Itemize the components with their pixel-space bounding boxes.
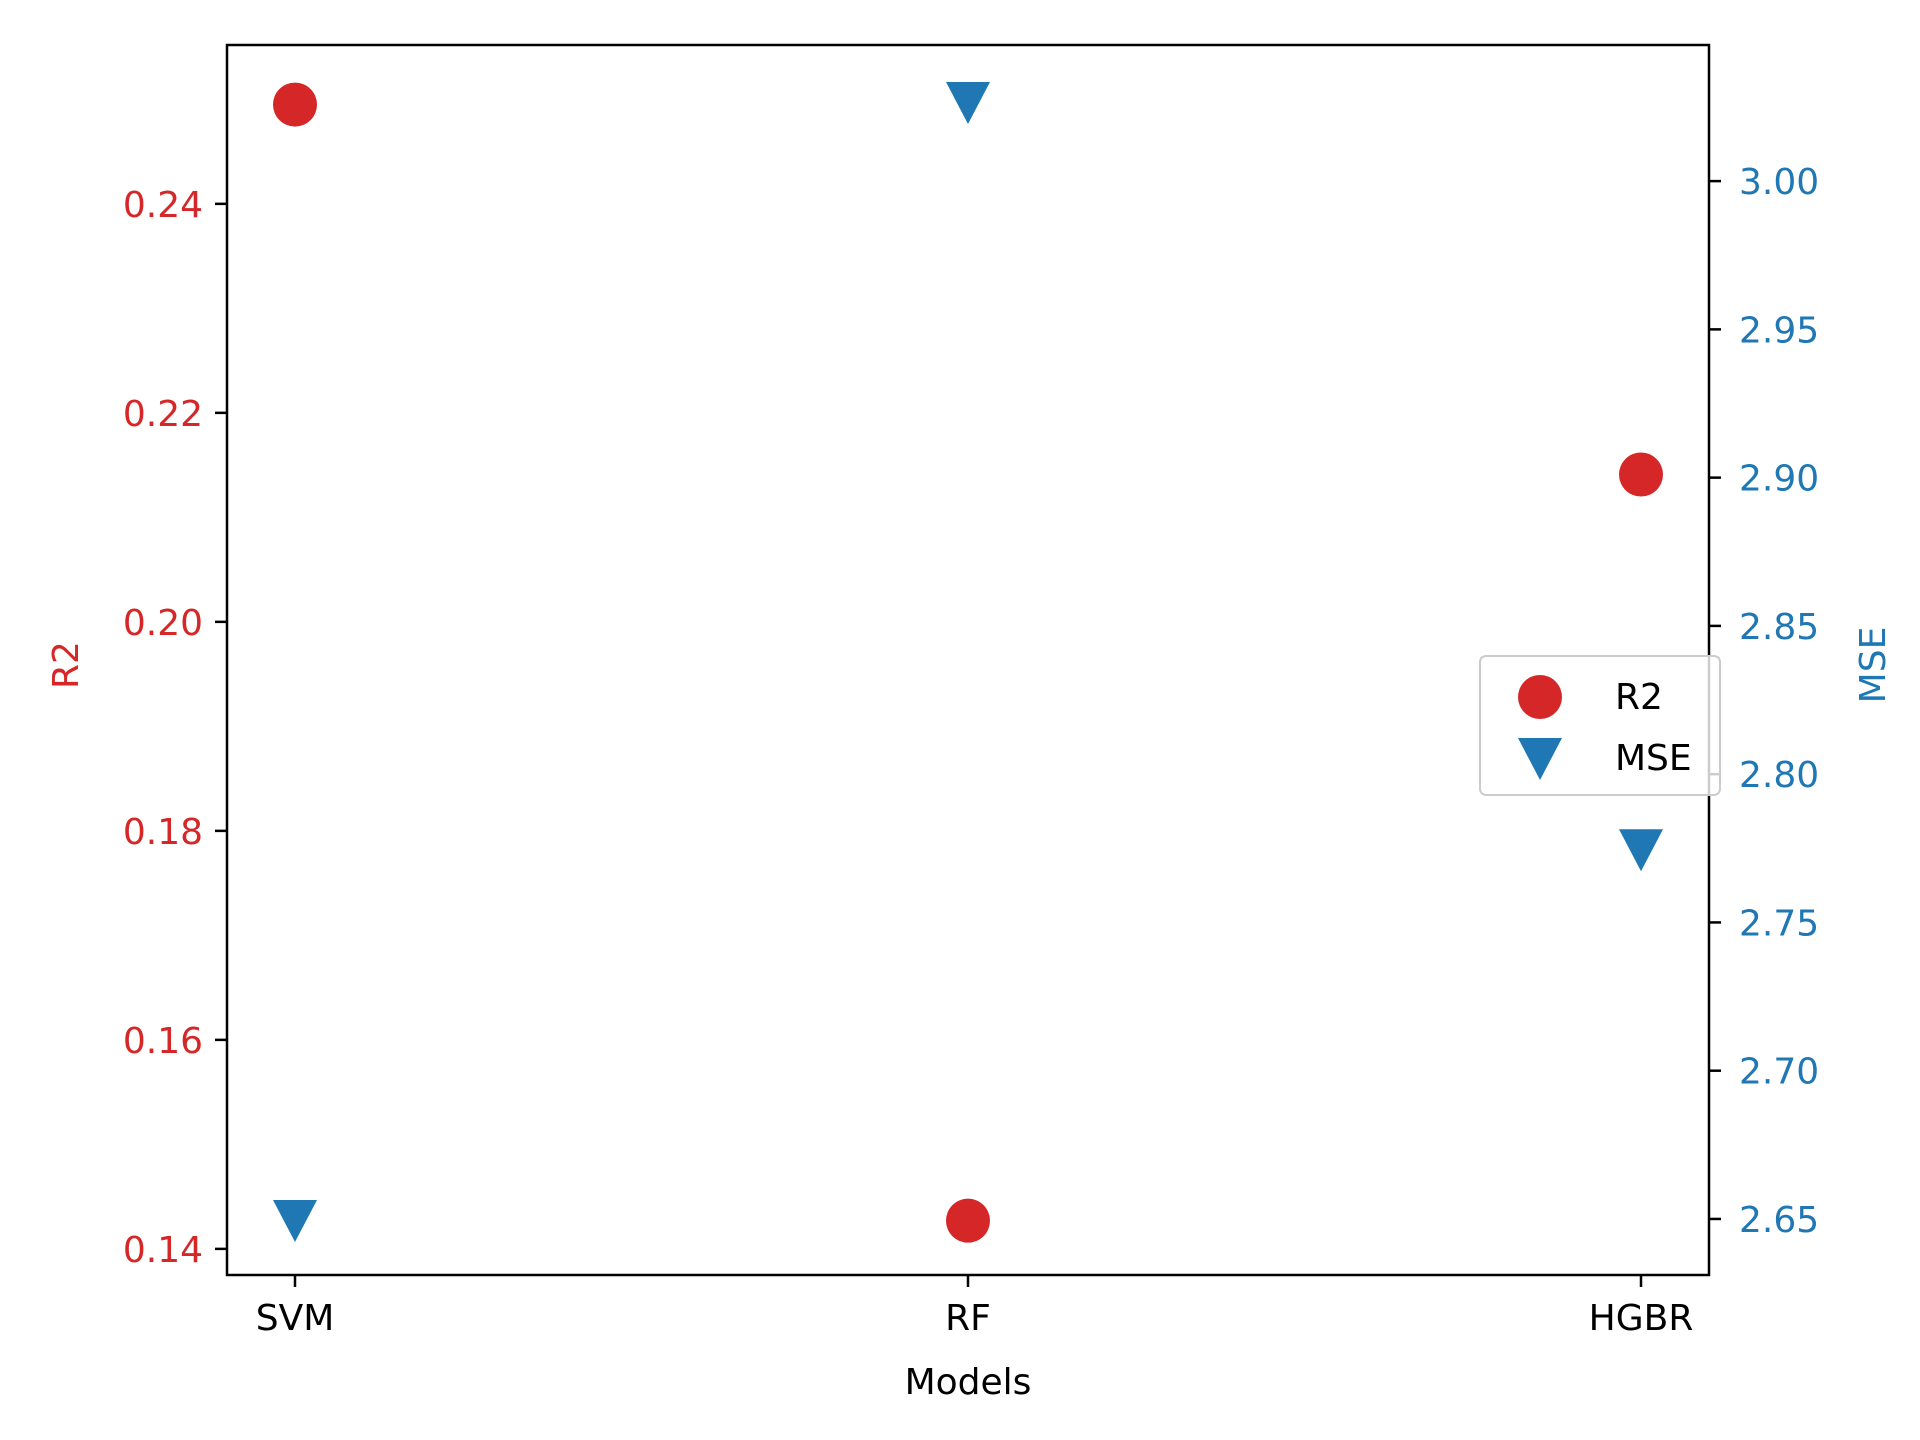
legend-label-r2: R2 <box>1615 677 1663 718</box>
y-right-tick-label: 2.70 <box>1739 1052 1819 1093</box>
mse-point <box>273 1199 317 1242</box>
y-right-tick-label: 3.00 <box>1739 162 1819 203</box>
legend: R2 MSE <box>1479 655 1721 796</box>
y-right-tick-label: 2.75 <box>1739 903 1819 944</box>
y-right-axis-label: MSE <box>1853 627 1894 704</box>
r2-point <box>273 82 317 127</box>
right-axis-ticks: 2.65 2.70 2.75 2.80 2.85 2.90 2.95 3.00 <box>1709 162 1819 1241</box>
y-right-tick-label: 2.65 <box>1739 1200 1819 1241</box>
y-right-tick-label: 2.90 <box>1739 459 1819 500</box>
x-tick-label: SVM <box>256 1298 335 1339</box>
legend-marker-r2 <box>1518 675 1562 719</box>
x-axis-ticks: SVM RF HGBR <box>256 1275 1694 1339</box>
data-marks <box>273 82 1663 1243</box>
r2-point <box>1619 452 1663 497</box>
legend-marker-mse <box>1518 738 1562 780</box>
x-tick-label: HGBR <box>1589 1298 1694 1339</box>
legend-label-mse: MSE <box>1615 738 1692 779</box>
y-right-tick-label: 2.80 <box>1739 755 1819 796</box>
x-tick-label: RF <box>945 1298 991 1339</box>
y-left-tick-label: 0.20 <box>123 603 203 644</box>
x-axis-label: Models <box>905 1362 1032 1403</box>
y-left-axis-label: R2 <box>46 641 87 689</box>
mse-point <box>946 82 990 125</box>
y-left-tick-label: 0.24 <box>123 185 203 226</box>
y-right-tick-label: 2.95 <box>1739 310 1819 351</box>
y-right-tick-label: 2.85 <box>1739 607 1819 648</box>
y-left-tick-label: 0.14 <box>123 1230 203 1271</box>
y-left-tick-label: 0.22 <box>123 394 203 435</box>
r2-point <box>946 1198 990 1243</box>
plot-area <box>225 43 1711 1277</box>
left-axis-ticks: 0.14 0.16 0.18 0.20 0.22 0.24 <box>123 185 227 1271</box>
y-left-tick-label: 0.18 <box>123 812 203 853</box>
mse-point <box>1619 829 1663 872</box>
y-left-tick-label: 0.16 <box>123 1021 203 1062</box>
